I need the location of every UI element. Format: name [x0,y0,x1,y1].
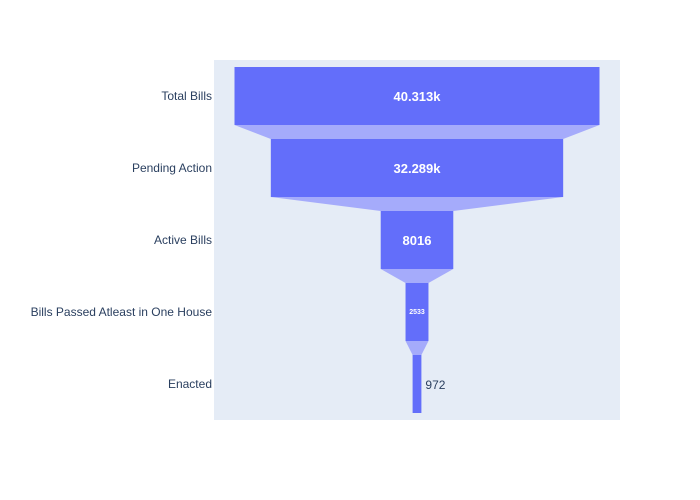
category-tick-label: Total Bills [161,89,212,103]
funnel-value-label: 40.313k [394,89,442,104]
category-tick-label: Enacted [168,377,212,391]
funnel-connector [405,341,429,355]
funnel-value-label: 8016 [403,233,432,248]
funnel-bar [380,211,454,269]
connectors [234,125,600,355]
funnel-bar [412,355,422,413]
funnel-bar [270,139,564,197]
value-labels: 40.313k 32.289k 8016 2533 972 [394,89,446,392]
category-tick-label: Bills Passed Atleast in One House [31,305,213,319]
funnel-connector [270,197,564,211]
funnel-value-label: 2533 [409,309,425,316]
funnel-connector [234,125,600,139]
funnel-value-label: 972 [425,378,445,392]
category-tick-label: Pending Action [132,161,212,175]
category-tick-label: Active Bills [154,233,212,247]
category-labels: Total Bills Pending Action Active Bills Bil… [31,89,213,391]
bars [234,67,600,413]
funnel-value-label: 32.289k [394,161,442,176]
funnel-connector [380,269,454,283]
funnel-bar [405,283,429,341]
funnel-bar [234,67,600,125]
